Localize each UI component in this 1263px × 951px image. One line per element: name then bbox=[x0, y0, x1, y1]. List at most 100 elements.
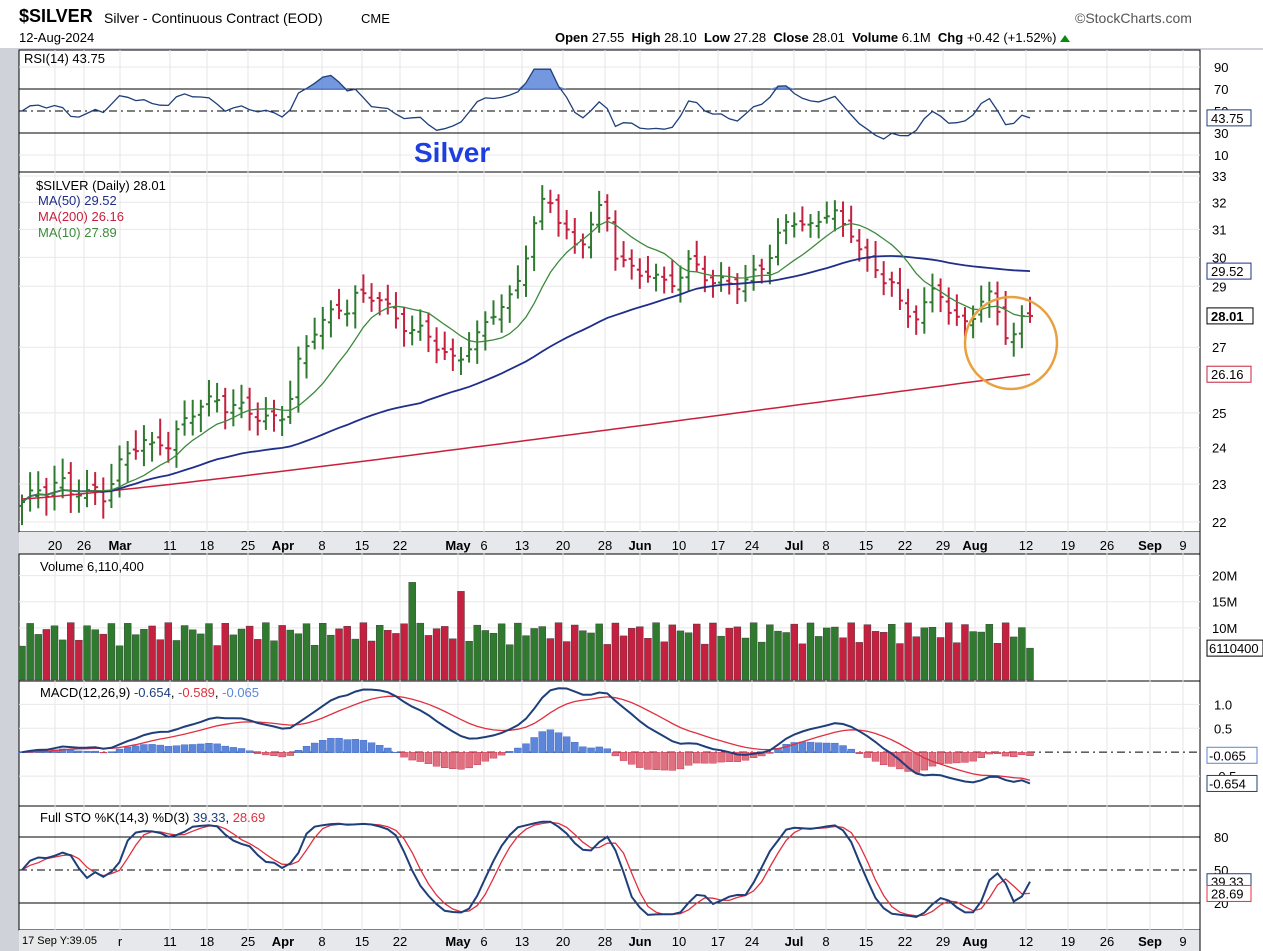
ohlc-bar bbox=[848, 205, 855, 244]
volume-bar bbox=[367, 640, 376, 681]
volume-bar bbox=[977, 631, 985, 681]
macd-series bbox=[18, 687, 1034, 785]
x-tick-label: 18 bbox=[200, 538, 214, 553]
volume-bar bbox=[904, 622, 912, 681]
volume-bar bbox=[302, 623, 311, 681]
x-tick-label: 29 bbox=[936, 538, 950, 553]
volume-bar bbox=[50, 625, 59, 681]
macd-hist-bar bbox=[343, 739, 351, 753]
macd-hist-bar bbox=[701, 751, 709, 764]
price-series bbox=[19, 185, 1033, 526]
x-tick-label: Mar bbox=[108, 538, 131, 553]
volume-bar bbox=[660, 641, 668, 681]
x-tick-label-bottom: 18 bbox=[200, 934, 214, 949]
macd-hist-bar bbox=[847, 748, 855, 753]
ohlc-bar bbox=[856, 229, 863, 262]
volume-bar bbox=[969, 631, 977, 681]
macd-hist-bar bbox=[213, 743, 221, 753]
ohlc-bar bbox=[555, 194, 562, 237]
macd-hist-bar bbox=[310, 742, 319, 753]
sto-k-line bbox=[21, 820, 1031, 919]
macd-hist-bar bbox=[522, 743, 530, 753]
volume-bar bbox=[416, 622, 425, 681]
macd-hist-bar bbox=[367, 742, 376, 753]
macd-hist-bar bbox=[245, 750, 254, 753]
ohlc-bar bbox=[1010, 322, 1017, 357]
volume-bar bbox=[432, 628, 441, 681]
volume-bar bbox=[928, 626, 937, 681]
ohlc-readout: Open 27.55 High 28.10 Low 27.28 Close 28… bbox=[555, 30, 1071, 45]
volume-bar bbox=[123, 623, 132, 681]
ohlc-bar bbox=[604, 194, 611, 232]
x-tick-label: Jul bbox=[785, 538, 804, 553]
ohlc-bar bbox=[222, 387, 229, 430]
x-tick-label-bottom: 25 bbox=[241, 934, 255, 949]
x-tick-label: 19 bbox=[1061, 538, 1075, 553]
ohlc-bar bbox=[612, 210, 619, 271]
macd-hist-bar bbox=[99, 751, 107, 754]
volume-bar bbox=[489, 632, 498, 681]
volume-bar bbox=[392, 633, 400, 681]
ohlc-bar bbox=[807, 214, 814, 238]
rsi-tick-label: 10 bbox=[1214, 148, 1228, 163]
x-tick-label-bottom: 11 bbox=[163, 934, 177, 949]
ohlc-bar bbox=[441, 331, 448, 360]
ohlc-bar bbox=[433, 327, 440, 364]
silver-annotation: Silver bbox=[414, 137, 490, 168]
x-tick-label: 17 bbox=[711, 538, 725, 553]
up-arrow-icon bbox=[1060, 35, 1071, 42]
macd-badge-box bbox=[1206, 746, 1258, 764]
ohlc-bar bbox=[775, 218, 781, 266]
volume-bar bbox=[58, 639, 67, 681]
volume-bar bbox=[814, 636, 823, 681]
x-tick-label: 20 bbox=[556, 538, 570, 553]
ohlc-bar bbox=[108, 463, 115, 509]
macd-hist-bar bbox=[644, 751, 652, 770]
macd-hist-bar bbox=[489, 751, 498, 759]
ohlc-bar bbox=[588, 211, 595, 259]
ohlc-bar bbox=[514, 265, 521, 299]
x-tick-label-bottom: r bbox=[118, 934, 123, 949]
x-tick-label-bottom: 6 bbox=[480, 934, 487, 949]
sto-tick-label: 80 bbox=[1214, 830, 1228, 845]
ohlc-bar bbox=[189, 399, 196, 436]
ohlc-bar bbox=[271, 399, 277, 432]
volume-bar bbox=[741, 637, 750, 681]
x-tick-label: 20 bbox=[48, 538, 62, 553]
volume-bar bbox=[424, 635, 433, 681]
macd-hist-bar bbox=[766, 751, 774, 754]
ohlc-bar bbox=[880, 261, 887, 296]
ohlc-bar bbox=[59, 458, 66, 499]
vol-badge-box bbox=[1206, 639, 1263, 657]
volume-bar bbox=[717, 635, 725, 681]
ohlc-bar bbox=[425, 312, 432, 353]
x-tick-label-bottom: Jun bbox=[628, 934, 651, 949]
volume-bar bbox=[701, 643, 709, 681]
volume-bar bbox=[798, 643, 807, 681]
volume-bar bbox=[213, 645, 221, 681]
ohlc-bar bbox=[173, 420, 180, 468]
volume-bar bbox=[262, 622, 270, 681]
x-tick-label: 25 bbox=[241, 538, 255, 553]
x-tick-label-bottom: 26 bbox=[1100, 934, 1114, 949]
close-value: 28.01 bbox=[812, 30, 845, 45]
macd-hist-bar bbox=[1026, 751, 1034, 756]
volume-bar bbox=[18, 645, 26, 681]
volume-bar bbox=[546, 638, 555, 681]
macd-badge: -0.654 bbox=[1209, 776, 1246, 791]
price-panel bbox=[18, 171, 1201, 533]
ohlc-bar bbox=[709, 269, 716, 298]
volume-bar bbox=[611, 622, 620, 681]
x-tick-label-bottom: 24 bbox=[745, 934, 759, 949]
volume-bar bbox=[189, 629, 197, 681]
x-tick-label-bottom: Aug bbox=[962, 934, 987, 949]
macd-hist-bar bbox=[928, 751, 937, 767]
volume-bar bbox=[449, 638, 457, 681]
macd-hist-bar bbox=[375, 744, 384, 753]
ohlc-bar bbox=[799, 206, 806, 232]
ohlc-bar bbox=[978, 285, 985, 323]
price-tick-label: 30 bbox=[1212, 250, 1226, 265]
ohlc-bar bbox=[994, 281, 1001, 326]
axis-labels: 20 26 Mar 11 18 25 Apr 8 15 22 May 6 13 20 28 Jun 10 17 24… bbox=[48, 60, 1263, 949]
volume-bar bbox=[229, 634, 238, 681]
